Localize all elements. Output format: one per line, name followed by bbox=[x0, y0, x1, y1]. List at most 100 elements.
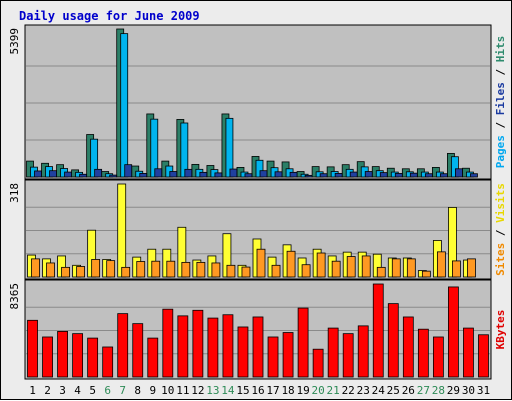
bar-pages-day-18 bbox=[289, 171, 298, 178]
legend-item-hits: Hits bbox=[494, 36, 507, 63]
x-tick-label-day-30: 30 bbox=[462, 384, 475, 397]
bar-sites-day-25 bbox=[391, 258, 401, 278]
bar-pages-day-1 bbox=[34, 170, 42, 178]
x-tick-label-day-21: 21 bbox=[327, 384, 340, 397]
x-tick-label-day-1: 1 bbox=[29, 384, 36, 397]
bar-sites-day-20 bbox=[316, 252, 326, 278]
bar-sites-day-21 bbox=[331, 260, 341, 278]
bar-pages-day-12 bbox=[199, 171, 208, 178]
x-tick-label-day-23: 23 bbox=[357, 384, 370, 397]
bar-pages-day-29 bbox=[455, 168, 463, 178]
chart-title: Daily usage for June 2009 bbox=[19, 9, 200, 23]
bar-kbytes-day-5 bbox=[87, 337, 99, 378]
legend-bottom: KBytes bbox=[494, 310, 507, 350]
bar-kbytes-day-2 bbox=[42, 336, 53, 378]
bar-sites-day-5 bbox=[91, 259, 101, 278]
bar-sites-day-26 bbox=[406, 258, 416, 278]
x-tick-label-day-12: 12 bbox=[191, 384, 204, 397]
bar-pages-day-2 bbox=[49, 170, 57, 178]
bar-pages-day-20 bbox=[319, 173, 328, 178]
bar-pages-day-9 bbox=[154, 168, 163, 178]
legend-item-pages: Pages bbox=[494, 135, 507, 168]
bar-sites-day-3 bbox=[61, 266, 70, 278]
x-tick-label-day-28: 28 bbox=[432, 384, 445, 397]
bar-pages-day-16 bbox=[259, 170, 268, 178]
bar-files-day-9 bbox=[150, 118, 159, 178]
bar-sites-day-6 bbox=[106, 260, 116, 278]
x-tick-label-day-26: 26 bbox=[402, 384, 415, 397]
bar-visits-day-7 bbox=[117, 183, 127, 278]
bar-pages-day-11 bbox=[184, 168, 193, 178]
bar-files-day-7 bbox=[120, 33, 129, 178]
bar-sites-day-2 bbox=[46, 262, 55, 278]
x-tick-label-day-2: 2 bbox=[44, 384, 51, 397]
panels-group: 5399 Pages / Files / Hits 318 Sites / Visit… bbox=[8, 24, 507, 380]
bar-pages-day-23 bbox=[364, 171, 373, 178]
bar-sites-day-16 bbox=[256, 248, 266, 278]
bar-kbytes-day-11 bbox=[177, 315, 189, 378]
bar-pages-day-6 bbox=[109, 174, 118, 178]
legend-item-sites: Sites bbox=[494, 243, 507, 276]
bar-kbytes-day-3 bbox=[57, 331, 68, 378]
bar-files-day-29 bbox=[451, 156, 459, 178]
x-tick-label-day-19: 19 bbox=[296, 384, 309, 397]
x-tick-label-day-27: 27 bbox=[417, 384, 430, 397]
x-tick-label-day-11: 11 bbox=[176, 384, 189, 397]
bar-files-day-11 bbox=[180, 122, 189, 178]
x-tick-label-day-25: 25 bbox=[387, 384, 400, 397]
bar-sites-day-10 bbox=[166, 260, 176, 278]
legend-item-kbytes: KBytes bbox=[494, 310, 507, 350]
bar-kbytes-day-28 bbox=[432, 336, 444, 378]
bar-sites-day-15 bbox=[241, 266, 251, 278]
bar-sites-day-19 bbox=[301, 264, 311, 278]
bar-pages-day-21 bbox=[334, 173, 343, 178]
bar-kbytes-day-13 bbox=[207, 317, 219, 378]
bar-pages-day-7 bbox=[124, 164, 133, 178]
bar-kbytes-day-4 bbox=[72, 333, 84, 378]
legend-item-files: Files bbox=[494, 82, 507, 115]
x-tick-label-day-5: 5 bbox=[89, 384, 96, 397]
bar-pages-day-5 bbox=[94, 168, 103, 178]
bar-sites-day-23 bbox=[361, 255, 371, 278]
series-kbytes bbox=[27, 283, 489, 378]
bar-sites-day-4 bbox=[76, 266, 86, 278]
bar-pages-day-28 bbox=[439, 173, 448, 178]
bar-pages-day-24 bbox=[379, 172, 388, 178]
x-tick-label-day-13: 13 bbox=[206, 384, 219, 397]
bar-pages-day-3 bbox=[64, 171, 72, 178]
bar-kbytes-day-12 bbox=[192, 309, 204, 378]
y-max-label-top: 5399 bbox=[8, 28, 21, 55]
x-tick-label-day-9: 9 bbox=[149, 384, 156, 397]
bar-kbytes-day-23 bbox=[357, 325, 369, 378]
bar-kbytes-day-29 bbox=[448, 286, 459, 378]
bar-files-day-14 bbox=[225, 117, 234, 178]
panel-top: 5399 Pages / Files / Hits bbox=[8, 24, 507, 180]
x-tick-label-day-6: 6 bbox=[104, 384, 111, 397]
bar-kbytes-day-19 bbox=[297, 307, 309, 378]
bar-sites-day-13 bbox=[211, 262, 221, 278]
x-tick-label-day-14: 14 bbox=[221, 384, 235, 397]
bar-kbytes-day-21 bbox=[327, 327, 339, 378]
panel-background bbox=[24, 24, 492, 180]
bar-kbytes-day-17 bbox=[267, 336, 279, 378]
bar-kbytes-day-16 bbox=[252, 316, 264, 378]
bar-sites-day-29 bbox=[452, 260, 461, 278]
bar-sites-day-12 bbox=[196, 261, 206, 278]
bar-pages-day-17 bbox=[274, 171, 283, 178]
bar-pages-day-8 bbox=[139, 173, 148, 178]
x-tick-label-day-7: 7 bbox=[119, 384, 126, 397]
legend-separator: / bbox=[494, 62, 507, 82]
bar-pages-day-10 bbox=[169, 171, 178, 178]
bar-kbytes-day-15 bbox=[237, 326, 249, 378]
bar-kbytes-day-20 bbox=[312, 348, 324, 378]
bar-kbytes-day-6 bbox=[102, 346, 114, 378]
x-tick-label-day-29: 29 bbox=[447, 384, 460, 397]
panel-middle: 318 Sites / Visits bbox=[8, 179, 507, 280]
x-tick-label-day-16: 16 bbox=[251, 384, 264, 397]
bar-pages-day-25 bbox=[394, 173, 403, 178]
x-tick-label-day-31: 31 bbox=[477, 384, 490, 397]
bar-sites-day-14 bbox=[226, 264, 236, 278]
bar-kbytes-day-9 bbox=[147, 337, 159, 378]
x-tick-label-day-18: 18 bbox=[281, 384, 294, 397]
